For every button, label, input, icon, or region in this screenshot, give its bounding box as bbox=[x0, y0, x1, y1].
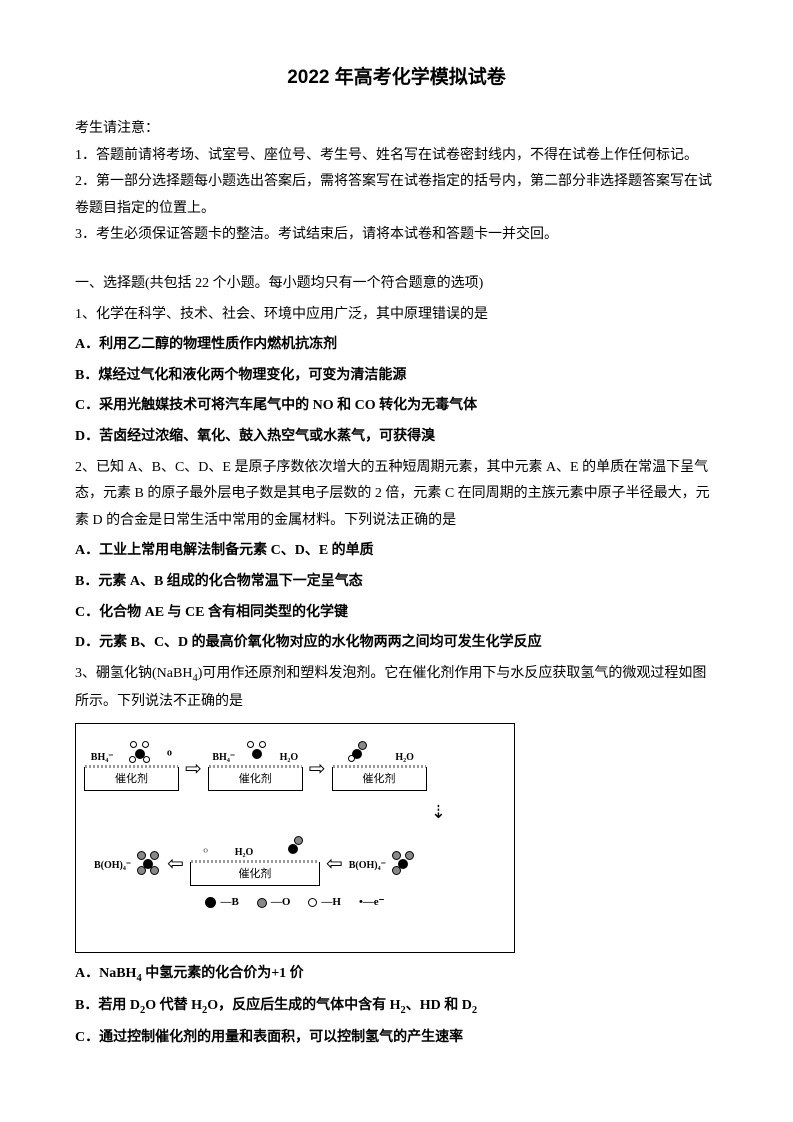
legend-e: •—e⁻ bbox=[359, 892, 385, 913]
catalyst-box-1: 催化剂 bbox=[84, 767, 179, 791]
q1-option-b: B．煤经过气化和液化两个物理变化，可变为清洁能源 bbox=[75, 363, 718, 390]
legend-b: —B bbox=[205, 892, 238, 913]
molecule-cluster-icon bbox=[344, 741, 370, 767]
diagram-legend: —B —O —H •—e⁻ bbox=[84, 892, 506, 913]
catalyst-box-4: 催化剂 bbox=[190, 862, 320, 886]
q3-option-a: A．NaBH4 中氢元素的化合价为+1 价 bbox=[75, 961, 718, 989]
legend-o: —O bbox=[257, 892, 291, 913]
catalyst-block-2: BH₄⁻ H₂O 催化剂 bbox=[208, 732, 303, 791]
diagram-row-bottom: B(OH)₄⁻ ⇦ ᴼ H₂O 催化剂 ⇦ B(OH)₄⁻ bbox=[84, 827, 506, 886]
q2-option-b: B．元素 A、B 组成的化合物常温下一定呈气态 bbox=[75, 569, 718, 596]
reaction-diagram: BH₄⁻ ᴼ 催化剂 ⇨ BH₄⁻ bbox=[75, 723, 515, 953]
notice-item-2: 2．第一部分选择题每小题选出答案后，需将答案写在试卷指定的括号内，第二部分非选择… bbox=[75, 169, 718, 222]
notice-item-1: 1．答题前请将考场、试室号、座位号、考生号、姓名写在试卷密封线内，不得在试卷上作… bbox=[75, 143, 718, 170]
q1-option-c: C．采用光触媒技术可将汽车尾气中的 NO 和 CO 转化为无毒气体 bbox=[75, 393, 718, 420]
q1-option-d: D．苦卤经过浓缩、氧化、鼓入热空气或水蒸气，可获得溴 bbox=[75, 424, 718, 451]
catalyst-block-4: ᴼ H₂O 催化剂 bbox=[190, 827, 320, 886]
diagram-row-top: BH₄⁻ ᴼ 催化剂 ⇨ BH₄⁻ bbox=[84, 732, 506, 791]
arrow-right-icon: ⇨ bbox=[307, 750, 328, 788]
q2-option-d: D．元素 B、C、D 的最高价氧化物对应的水化物两两之间均可发生化学反应 bbox=[75, 630, 718, 657]
section-1-heading: 一、选择题(共包括 22 个小题。每小题均只有一个符合题意的选项) bbox=[75, 271, 718, 298]
legend-h: —H bbox=[308, 892, 341, 913]
notice-item-3: 3．考生必须保证答题卡的整洁。考试结束后，请将本试卷和答题卡一并交回。 bbox=[75, 222, 718, 249]
catalyst-box-3: 催化剂 bbox=[332, 767, 427, 791]
q2-option-a: A．工业上常用电解法制备元素 C、D、E 的单质 bbox=[75, 538, 718, 565]
arrow-right-icon: ⇨ bbox=[183, 750, 204, 788]
molecule-cluster-icon bbox=[244, 741, 270, 767]
catalyst-block-1: BH₄⁻ ᴼ 催化剂 bbox=[84, 732, 179, 791]
catalyst-box-2: 催化剂 bbox=[208, 767, 303, 791]
q2-stem: 2、已知 A、B、C、D、E 是原子序数依次增大的五种短周期元素，其中元素 A、… bbox=[75, 455, 718, 535]
molecule-cluster-icon bbox=[135, 851, 161, 877]
boh-label-1: B(OH)₄⁻ bbox=[94, 856, 131, 875]
arrow-left-icon: ⇦ bbox=[324, 845, 345, 883]
q1-stem: 1、化学在科学、技术、社会、环境中应用广泛，其中原理错误的是 bbox=[75, 302, 718, 329]
molecule-cluster-icon bbox=[390, 851, 416, 877]
q3-option-b: B．若用 D2O 代替 H2O，反应后生成的气体中含有 H2、HD 和 D2 bbox=[75, 993, 718, 1021]
page-title: 2022 年高考化学模拟试卷 bbox=[75, 60, 718, 96]
notice-heading: 考生请注意： bbox=[75, 116, 718, 143]
drop-icon: ᴼ bbox=[167, 744, 172, 767]
q3-option-c: C．通过控制催化剂的用量和表面积，可以控制氢气的产生速率 bbox=[75, 1025, 718, 1052]
arrow-left-icon: ⇦ bbox=[165, 845, 186, 883]
q2-option-c: C．化合物 AE 与 CE 含有相同类型的化学键 bbox=[75, 600, 718, 627]
q1-option-a: A．利用乙二醇的物理性质作内燃机抗冻剂 bbox=[75, 332, 718, 359]
arrow-down-icon: ⇣ bbox=[431, 795, 446, 829]
catalyst-block-3: H₂O 催化剂 bbox=[332, 732, 427, 791]
boh-label-2: B(OH)₄⁻ bbox=[349, 856, 386, 875]
molecule-cluster-icon bbox=[280, 836, 306, 862]
q3-stem: 3、硼氢化钠(NaBH4)可用作还原剂和塑料发泡剂。它在催化剂作用下与水反应获取… bbox=[75, 661, 718, 715]
molecule-cluster-icon bbox=[127, 741, 153, 767]
